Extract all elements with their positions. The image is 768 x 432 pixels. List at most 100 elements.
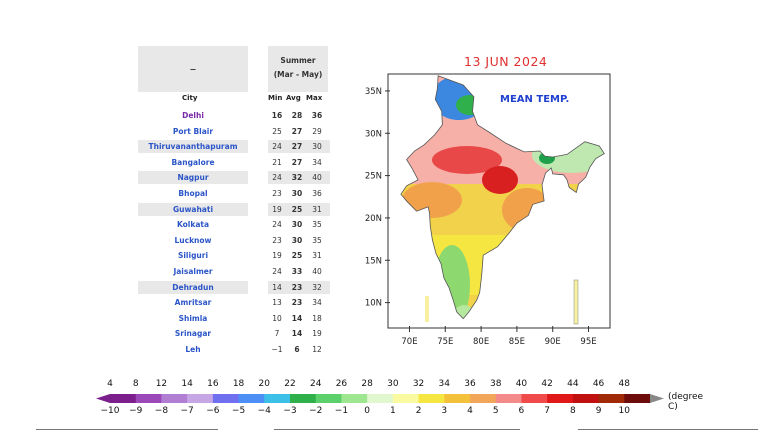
city-name[interactable]: Shimla — [178, 313, 208, 323]
lakshadweep-islands — [425, 296, 429, 322]
colorbar-unit-label: (degree C) — [668, 392, 704, 412]
min-temp: 13 — [272, 298, 282, 308]
table-row: Lucknow 23 30 35 — [138, 233, 338, 249]
colorbar-bottom-tick: −4 — [257, 406, 271, 416]
city-values: 14 23 32 — [268, 280, 330, 294]
longitude-tick-label: 85E — [509, 337, 525, 347]
city-name[interactable]: Bhopal — [178, 188, 208, 198]
colorbar-top-tick: 36 — [464, 379, 476, 389]
city-name[interactable]: Srinagar — [174, 329, 212, 339]
colorbar-segment — [187, 394, 214, 403]
colorbar-segment — [341, 394, 368, 403]
colorbar-top-tick: 30 — [387, 379, 399, 389]
colorbar-graphic — [96, 394, 664, 403]
colorbar-bottom-tick: −1 — [334, 406, 349, 416]
longitude-tick-label: 70E — [401, 337, 417, 347]
footer-divider-left — [36, 429, 218, 430]
map-date-title: 13 JUN 2024 — [464, 54, 548, 69]
colorbar-bottom-tick: −5 — [231, 406, 246, 416]
colorbar-segment — [521, 394, 548, 403]
min-temp: 16 — [271, 111, 283, 120]
colorbar-bottom-tick: 10 — [618, 406, 631, 416]
latitude-tick-label: 20N — [365, 214, 382, 224]
colorbar-bottom-tick: −9 — [129, 406, 143, 416]
city-name[interactable]: Guwahati — [138, 202, 248, 216]
colorbar-segment — [264, 394, 291, 403]
region-label: – — [189, 61, 197, 77]
min-temp: 25 — [272, 126, 282, 136]
colorbar-segment — [547, 394, 574, 403]
city-name[interactable]: Leh — [185, 344, 201, 354]
latitude-tick-label: 30N — [365, 129, 382, 139]
city-values: 21 27 34 — [268, 156, 330, 169]
city-values: 25 27 29 — [268, 125, 330, 138]
city-name[interactable]: Jaisalmer — [173, 266, 213, 276]
colorbar-bottom-tick: 1 — [389, 406, 396, 416]
india-temperature-map: 35N 30N 25N 20N 15N 10N 70E 75E 80E 85E 90E 95E — [365, 73, 611, 347]
colorbar-bottom-tick: −8 — [154, 406, 169, 416]
colorbar-segment — [418, 394, 445, 403]
max-temp: 35 — [312, 220, 322, 230]
table-row: Jaisalmer 24 33 40 — [138, 264, 338, 280]
max-temp: 34 — [312, 298, 322, 308]
avg-temp: 14 — [291, 329, 303, 339]
latitude-tick-label: 15N — [365, 256, 382, 266]
longitude-tick-label: 75E — [437, 337, 453, 347]
temperature-colorbar: (degree C) 4 8 12 14 16 18 20 22 24 26 28 30 32 34 36 3… — [70, 376, 703, 432]
colorbar-top-tick: 44 — [567, 379, 579, 389]
mean-temp-label: MEAN TEMP. — [500, 94, 570, 105]
city-values: 10 14 18 — [268, 312, 330, 325]
city-name[interactable]: Siliguri — [177, 251, 209, 261]
max-temp: 34 — [312, 157, 322, 167]
colorbar-top-tick: 26 — [335, 379, 348, 389]
city-name[interactable]: Amritsar — [174, 298, 212, 308]
min-temp: 19 — [272, 204, 282, 214]
colorbar-segment — [572, 394, 600, 403]
city-name[interactable]: Kolkata — [176, 220, 210, 230]
table-row: Guwahati 19 25 31 — [138, 202, 338, 218]
max-temp: 31 — [312, 251, 322, 261]
colorbar-segment — [598, 394, 625, 403]
table-row: Delhi 16 28 36 — [138, 108, 338, 124]
latitude-tick-label: 25N — [365, 172, 382, 182]
colorbar-bottom-tick: 9 — [595, 406, 602, 416]
min-temp: 14 — [272, 282, 282, 292]
city-name[interactable]: Dehradun — [138, 280, 248, 294]
colorbar-top-tick: 42 — [541, 379, 553, 389]
colorbar-bottom-tick: 6 — [518, 406, 525, 416]
city-name[interactable]: Delhi — [182, 111, 204, 120]
colorbar-bottom-tick: −2 — [309, 406, 323, 416]
city-name[interactable]: Nagpur — [138, 171, 248, 185]
city-values: 23 30 35 — [268, 234, 330, 247]
colorbar-bottom-tick: 3 — [441, 406, 448, 416]
max-temp: 35 — [312, 235, 322, 245]
colorbar-bottom-tick: 7 — [544, 406, 551, 416]
colorbar-top-tick: 12 — [155, 379, 168, 389]
max-temp: 40 — [312, 173, 322, 183]
colorbar-right-arrow — [650, 394, 664, 403]
max-temp: 36 — [312, 188, 322, 198]
avg-temp: 33 — [291, 266, 303, 276]
latitude-tick-label: 10N — [365, 299, 382, 309]
city-values: 16 28 36 — [268, 109, 330, 122]
city-name[interactable]: Thiruvananthapuram — [138, 140, 248, 154]
footer-divider-middle — [274, 429, 520, 430]
min-temp: 19 — [272, 251, 282, 261]
avg-temp: 25 — [291, 204, 303, 214]
city-name[interactable]: Bangalore — [171, 157, 215, 167]
colorbar-top-tick: 18 — [232, 379, 245, 389]
colorbar-top-tick: 24 — [309, 379, 322, 389]
city-name[interactable]: Port Blair — [172, 126, 214, 136]
colorbar-segment — [367, 394, 394, 403]
colorbar-top-tick: 8 — [132, 379, 139, 389]
table-row: Kolkata 24 30 35 — [138, 217, 338, 233]
avg-temp: 28 — [291, 111, 303, 120]
season-months: (Mar - May) — [273, 70, 323, 79]
column-header-avg: Avg — [286, 94, 301, 102]
hot-core-north — [432, 146, 502, 174]
city-name[interactable]: Lucknow — [174, 235, 212, 245]
colorbar-top-tick: 16 — [207, 379, 219, 389]
colorbar-bottom-tick: 0 — [364, 406, 371, 416]
avg-temp: 30 — [291, 220, 303, 230]
city-values: 7 14 19 — [268, 327, 330, 340]
